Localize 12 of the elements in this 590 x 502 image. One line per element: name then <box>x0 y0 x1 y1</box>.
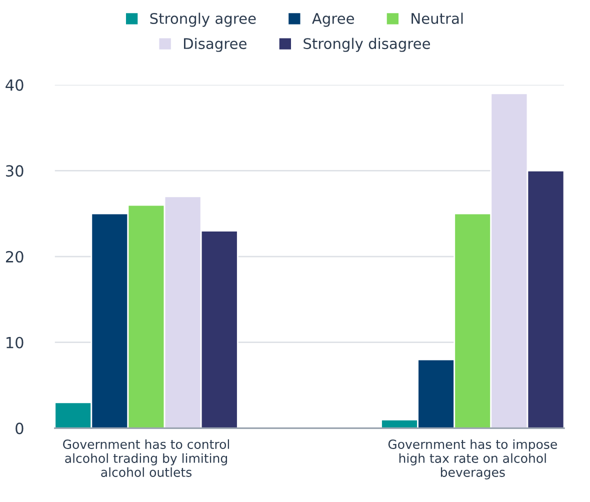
legend-label: Strongly agree <box>150 12 256 27</box>
y-tick-label: 0 <box>16 422 24 434</box>
legend-label: Agree <box>312 13 354 27</box>
y-tick-label: 30 <box>6 165 24 177</box>
legend-label: Strongly disagree <box>304 38 430 52</box>
legend-label: Neutral <box>412 12 463 24</box>
x-tick-label: Government has to impose high tax rate on alcohol beverages <box>388 439 557 480</box>
y-tick-label: 40 <box>6 79 24 91</box>
y-tick-label: 10 <box>6 336 24 348</box>
y-tick-label: 20 <box>6 250 24 263</box>
x-tick-label: Government has to control alcohol trading by limiting alcohol outlets <box>63 439 230 477</box>
legend-label: Disagree <box>184 38 246 52</box>
